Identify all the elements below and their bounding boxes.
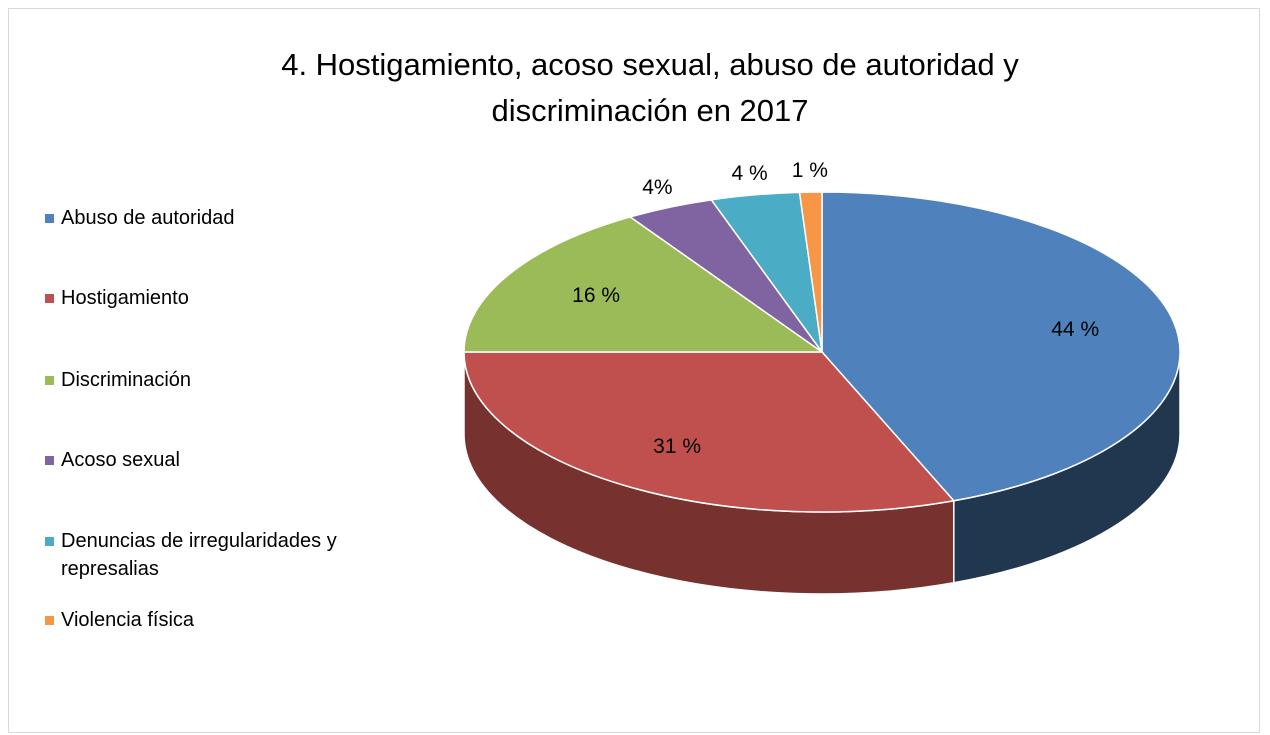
legend-item: Hostigamiento xyxy=(45,284,415,312)
pie-slice xyxy=(798,191,823,353)
legend-swatch xyxy=(45,456,54,465)
pie-slice xyxy=(463,216,825,353)
legend-label: Denuncias de irregularidades y represali… xyxy=(61,530,337,580)
chart-title: 4. Hostigamiento, acoso sexual, abuso de… xyxy=(281,47,1019,128)
data-label: 44 % xyxy=(1051,318,1099,341)
legend-swatch xyxy=(45,616,54,625)
legend-swatch xyxy=(45,376,54,385)
legend-label: Violencia física xyxy=(61,609,195,631)
legend-label: Abuso de autoridad xyxy=(61,207,235,229)
data-label: 31 % xyxy=(653,435,701,458)
data-label: 1 % xyxy=(792,159,828,182)
legend-swatch xyxy=(45,537,54,546)
chart-frame xyxy=(8,8,1260,733)
legend-item: Acoso sexual xyxy=(45,446,415,474)
pie-slice xyxy=(463,351,956,513)
legend-swatch xyxy=(45,294,54,303)
legend-label: Discriminación xyxy=(61,369,192,391)
legend-item: Discriminación xyxy=(45,366,415,394)
pie-slice xyxy=(821,191,1181,502)
legend-label: Hostigamiento xyxy=(61,287,189,309)
data-label: 16 % xyxy=(572,284,620,307)
legend-label: Acoso sexual xyxy=(61,449,180,471)
data-label: 4% xyxy=(642,176,672,199)
legend-item: Violencia física xyxy=(45,606,415,634)
legend-swatch xyxy=(45,214,54,223)
legend-item: Abuso de autoridad xyxy=(45,204,415,232)
legend-item: Denuncias de irregularidades y represali… xyxy=(45,527,415,583)
data-label: 4 % xyxy=(731,162,767,185)
